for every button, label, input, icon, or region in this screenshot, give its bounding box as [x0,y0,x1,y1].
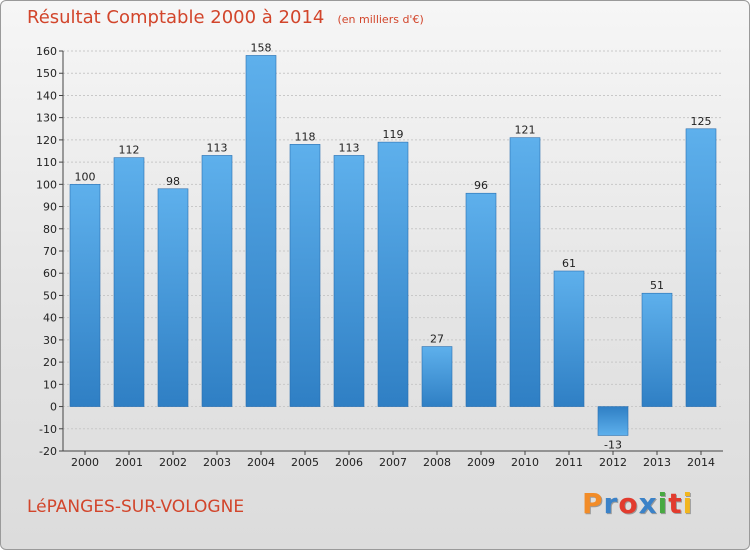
y-tick-label: 160 [36,45,57,58]
x-tick-label: 2001 [115,456,143,469]
y-tick-label: 40 [43,312,57,325]
x-tick-label: 2014 [687,456,715,469]
y-tick-label: 90 [43,201,57,214]
data-label: 121 [515,124,536,137]
data-label: 112 [119,144,140,157]
y-tick-label: 30 [43,334,57,347]
x-tick-label: 2011 [555,456,583,469]
data-label: -13 [604,438,622,451]
y-tick-label: 0 [50,401,57,414]
x-tick-label: 2006 [335,456,363,469]
chart-title-block: Résultat Comptable 2000 à 2014 (en milli… [27,7,424,28]
y-tick-label: 60 [43,267,57,280]
bar [421,346,453,407]
brand-letter: x [638,487,658,520]
brand-letter: i [657,487,669,520]
y-tick-label: 140 [36,89,57,102]
bar [465,192,497,407]
brand-letter: t [668,487,683,520]
data-label: 96 [474,179,488,192]
data-label: 51 [650,279,664,292]
bar [685,128,717,407]
data-label: 98 [166,175,180,188]
data-label: 100 [75,170,96,183]
x-tick-label: 2012 [599,456,627,469]
data-label: 113 [339,141,360,154]
bar [245,55,277,407]
data-label: 61 [562,257,576,270]
bar [157,188,189,407]
y-tick-label: 20 [43,356,57,369]
y-tick-label: 100 [36,178,57,191]
y-tick-label: 120 [36,134,57,147]
bar [641,292,673,407]
data-label: 119 [383,128,404,141]
y-tick-label: 10 [43,378,57,391]
x-tick-label: 2008 [423,456,451,469]
chart-title: Résultat Comptable 2000 à 2014 [27,7,325,28]
y-tick-label: 50 [43,289,57,302]
x-tick-label: 2002 [159,456,187,469]
brand-letter: i [682,487,694,520]
bar [553,270,585,407]
y-tick-label: 70 [43,245,57,258]
commune-name: LéPANGES-SUR-VOLOGNE [27,497,245,517]
x-tick-label: 2010 [511,456,539,469]
bar [597,406,629,436]
data-label: 27 [430,333,444,346]
x-tick-label: 2003 [203,456,231,469]
chart-unit-note: (en milliers d'€) [337,13,424,26]
y-tick-label: -10 [39,423,57,436]
y-tick-label: 130 [36,112,57,125]
data-label: 158 [251,41,272,54]
y-tick-label: 150 [36,67,57,80]
bar [69,184,101,407]
bar [333,155,365,407]
brand-logo: Proxiti [582,487,693,520]
brand-letter: r [603,487,619,520]
x-tick-label: 2007 [379,456,407,469]
x-tick-label: 2013 [643,456,671,469]
data-label: 125 [691,115,712,128]
y-tick-label: 110 [36,156,57,169]
bar [289,144,321,407]
x-tick-label: 2004 [247,456,275,469]
data-label: 113 [207,141,228,154]
data-label: 118 [295,130,316,143]
bar [377,141,409,407]
bar [201,155,233,407]
bar [509,137,541,407]
brand-letter: P [582,487,604,520]
y-tick-label: 80 [43,223,57,236]
bar [113,157,145,407]
x-tick-label: 2009 [467,456,495,469]
x-tick-label: 2005 [291,456,319,469]
brand-letter: o [618,487,639,520]
x-tick-label: 2000 [71,456,99,469]
y-tick-label: -20 [39,445,57,458]
